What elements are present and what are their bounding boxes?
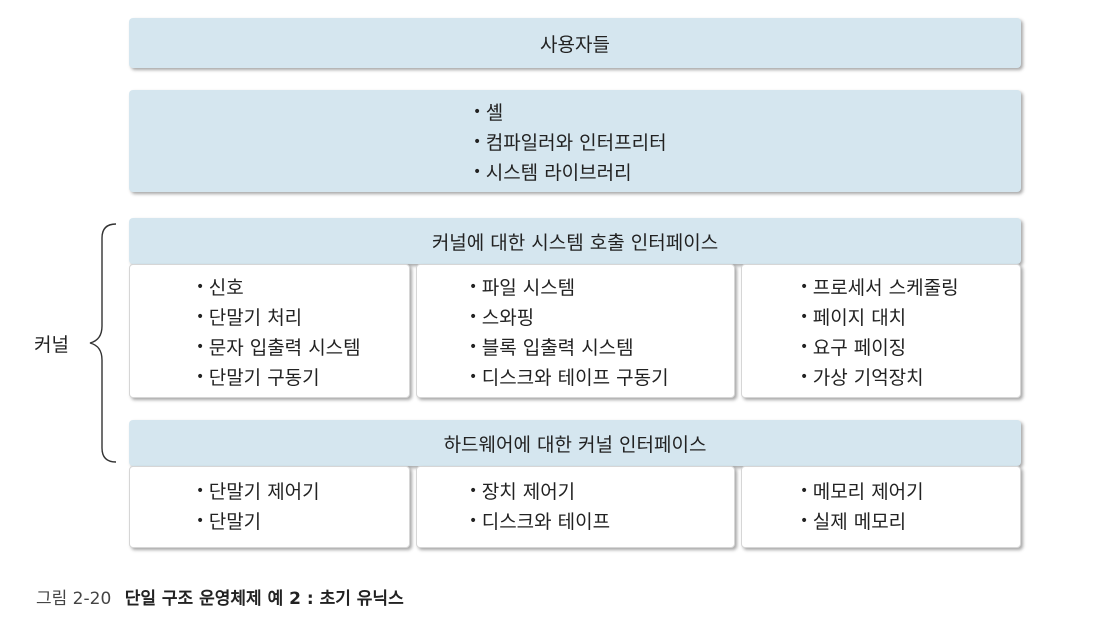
list-item: 장치 제어기 [469, 477, 610, 507]
kernel-column-memory: 프로세서 스케줄링 페이지 대치 요구 페이징 가상 기억장치 [741, 264, 1021, 398]
hardware-interface-layer: 하드웨어에 대한 커널 인터페이스 [129, 420, 1021, 466]
syscall-interface-layer: 커널에 대한 시스템 호출 인터페이스 [129, 218, 1021, 264]
kernel-terminal-list: 신호 단말기 처리 문자 입출력 시스템 단말기 구동기 [196, 273, 361, 393]
hardware-interface-label: 하드웨어에 대한 커널 인터페이스 [443, 433, 707, 456]
list-item: 가상 기억장치 [800, 363, 959, 393]
figure-title: 단일 구조 운영체제 예 2 : 초기 유닉스 [124, 589, 404, 609]
system-programs-layer: 셸 컴파일러와 인터프리터 시스템 라이브러리 [129, 90, 1021, 192]
list-item: 프로세서 스케줄링 [800, 273, 959, 303]
users-label: 사용자들 [540, 33, 610, 56]
figure-caption: 그림 2-20 단일 구조 운영체제 예 2 : 초기 유닉스 [36, 584, 404, 609]
users-layer: 사용자들 [129, 18, 1021, 68]
list-item: 단말기 구동기 [196, 363, 361, 393]
list-item: 단말기 처리 [196, 303, 361, 333]
kernel-storage-list: 파일 시스템 스와핑 블록 입출력 시스템 디스크와 테이프 구동기 [469, 273, 669, 393]
list-item: 실제 메모리 [800, 507, 924, 537]
kernel-label: 커널 [34, 334, 69, 356]
system-programs-list: 셸 컴파일러와 인터프리터 시스템 라이브러리 [473, 98, 667, 188]
list-item: 컴파일러와 인터프리터 [473, 128, 667, 158]
figure-number: 그림 2-20 [36, 589, 112, 609]
list-item: 블록 입출력 시스템 [469, 333, 669, 363]
list-item: 스와핑 [469, 303, 669, 333]
hardware-column-memory: 메모리 제어기 실제 메모리 [741, 466, 1021, 548]
hardware-column-terminal: 단말기 제어기 단말기 [129, 466, 410, 548]
list-item: 디스크와 테이프 구동기 [469, 363, 669, 393]
hardware-memory-list: 메모리 제어기 실제 메모리 [800, 477, 924, 537]
list-item: 셸 [473, 98, 667, 128]
hardware-column-storage: 장치 제어기 디스크와 테이프 [416, 466, 735, 548]
hardware-terminal-list: 단말기 제어기 단말기 [196, 477, 320, 537]
list-item: 페이지 대치 [800, 303, 959, 333]
kernel-memory-list: 프로세서 스케줄링 페이지 대치 요구 페이징 가상 기억장치 [800, 273, 959, 393]
list-item: 요구 페이징 [800, 333, 959, 363]
syscall-interface-label: 커널에 대한 시스템 호출 인터페이스 [431, 231, 719, 254]
kernel-brace [89, 223, 117, 463]
list-item: 단말기 제어기 [196, 477, 320, 507]
kernel-column-storage: 파일 시스템 스와핑 블록 입출력 시스템 디스크와 테이프 구동기 [416, 264, 735, 398]
list-item: 신호 [196, 273, 361, 303]
list-item: 디스크와 테이프 [469, 507, 610, 537]
list-item: 문자 입출력 시스템 [196, 333, 361, 363]
hardware-storage-list: 장치 제어기 디스크와 테이프 [469, 477, 610, 537]
list-item: 메모리 제어기 [800, 477, 924, 507]
list-item: 시스템 라이브러리 [473, 158, 667, 188]
kernel-column-terminal: 신호 단말기 처리 문자 입출력 시스템 단말기 구동기 [129, 264, 410, 398]
list-item: 단말기 [196, 507, 320, 537]
list-item: 파일 시스템 [469, 273, 669, 303]
